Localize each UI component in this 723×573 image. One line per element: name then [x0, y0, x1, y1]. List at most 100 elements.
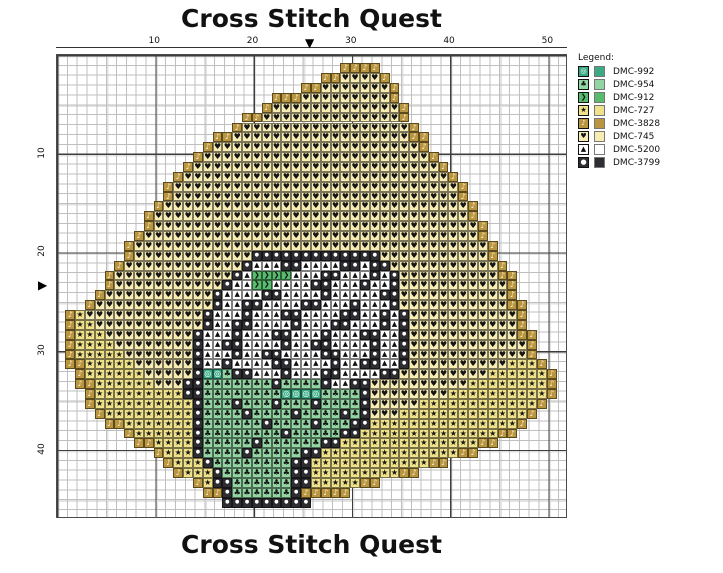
stitch-symbol: ♥: [489, 310, 497, 320]
stitch-cell-DMC-3799: ●: [232, 329, 243, 340]
stitch-cell-DMC-745: ♥: [163, 359, 174, 370]
stitch-symbol: ♥: [164, 250, 172, 260]
stitch-cell-DMC-3799: ●: [251, 497, 262, 508]
stitch-symbol: ♪: [323, 73, 329, 83]
stitch-cell-DMC-745: ♥: [310, 161, 321, 172]
stitch-cell-DMC-745: ♥: [202, 181, 213, 192]
stitch-cell-DMC-5200: ▲: [350, 319, 361, 330]
stitch-cell-DMC-727: ★: [487, 428, 498, 439]
stitch-symbol: ♥: [233, 171, 241, 181]
stitch-cell-DMC-745: ♥: [124, 300, 134, 311]
stitch-cell-DMC-745: ♥: [330, 161, 341, 172]
stitch-cell-DMC-745: ♥: [183, 290, 193, 301]
stitch-symbol: ★: [145, 408, 153, 418]
stitch-cell-DMC-745: ♥: [438, 201, 449, 212]
stitch-symbol: ●: [323, 350, 328, 357]
stitch-cell-DMC-745: ♥: [497, 329, 508, 340]
stitch-symbol: ♪: [519, 319, 525, 329]
stitch-cell-DMC-727: ★: [84, 359, 95, 370]
stitch-cell-DMC-954: ♣: [310, 428, 321, 439]
stitch-cell-DMC-3828: ♪: [65, 349, 76, 360]
stitch-cell-DMC-3799: ●: [360, 408, 370, 419]
stitch-cell-DMC-745: ♥: [192, 211, 203, 222]
stitch-symbol: ♥: [233, 211, 241, 221]
stitch-cell-DMC-727: ★: [173, 448, 184, 459]
stitch-symbol: ♪: [303, 487, 309, 497]
stitch-symbol: ★: [479, 408, 487, 418]
stitch-cell-DMC-727: ★: [438, 438, 449, 449]
stitch-symbol: ♥: [322, 92, 330, 102]
stitch-symbol: ★: [125, 389, 133, 399]
stitch-symbol: ♥: [459, 240, 467, 250]
stitch-cell-DMC-745: ♥: [458, 300, 469, 311]
stitch-cell-DMC-727: ★: [527, 389, 537, 399]
stitch-cell-DMC-727: ★: [448, 398, 459, 409]
stitch-symbol: ♥: [420, 221, 428, 231]
stitch-symbol: ★: [174, 458, 182, 468]
stitch-symbol: ♪: [401, 102, 407, 112]
stitch-symbol: ★: [145, 389, 153, 399]
stitch-symbol: ♥: [469, 329, 477, 339]
stitch-cell-DMC-3799: ●: [261, 290, 272, 301]
stitch-symbol: ★: [420, 418, 428, 428]
stitch-symbol: ▲: [322, 300, 329, 309]
stitch-cell-DMC-745: ♥: [399, 300, 410, 311]
stitch-cell-DMC-745: ♥: [438, 280, 449, 291]
stitch-cell-DMC-745: ♥: [153, 379, 164, 390]
stitch-symbol: ♥: [449, 290, 457, 300]
stitch-symbol: ★: [164, 438, 172, 448]
stitch-cell-DMC-745: ♥: [192, 270, 203, 281]
stitch-symbol: ♥: [331, 240, 340, 250]
stitch-cell-DMC-3828: ♪: [517, 319, 528, 330]
stitch-cell-DMC-745: ♥: [389, 191, 400, 202]
stitch-symbol: ★: [331, 448, 340, 458]
stitch-cell-DMC-3828: ♪: [320, 487, 331, 498]
stitch-symbol: ★: [400, 448, 408, 458]
stitch-cell-DMC-745: ♥: [261, 221, 272, 232]
stitch-symbol: ♥: [439, 211, 448, 221]
stitch-symbol: ♥: [390, 161, 398, 171]
stitch-symbol: ♥: [351, 83, 359, 93]
stitch-cell-DMC-745: ♥: [507, 339, 518, 350]
stitch-symbol: ♥: [194, 260, 202, 270]
stitch-symbol: ★: [115, 398, 123, 408]
stitch-cell-DMC-3828: ♪: [94, 290, 105, 301]
stitch-symbol: ♣: [282, 487, 290, 497]
stitch-cell-DMC-5200: ▲: [222, 310, 233, 320]
stitch-symbol: ♪: [382, 73, 388, 83]
stitch-cell-DMC-727: ★: [84, 319, 95, 330]
stitch-cell-DMC-745: ♥: [212, 231, 223, 241]
stitch-symbol: ♪: [67, 329, 73, 339]
stitch-cell-DMC-954: ♣: [232, 408, 243, 419]
stitch-cell-DMC-745: ♥: [360, 142, 370, 153]
stitch-cell-DMC-745: ♥: [310, 112, 321, 123]
stitch-symbol: ★: [105, 398, 114, 408]
stitch-symbol: ♣: [282, 458, 290, 468]
stitch-cell-DMC-727: ★: [448, 408, 459, 419]
stitch-cell-DMC-3799: ●: [320, 349, 331, 360]
stitch-symbol: ●: [303, 449, 309, 456]
stitch-symbol: ♥: [184, 369, 192, 379]
stitch-cell-DMC-727: ★: [350, 438, 361, 449]
stitch-cell-DMC-745: ♥: [369, 398, 380, 409]
stitch-cell-DMC-3799: ●: [379, 260, 390, 271]
stitch-symbol: ♥: [154, 300, 163, 310]
stitch-cell-DMC-745: ♥: [438, 349, 449, 360]
stitch-symbol: ♥: [223, 152, 231, 162]
stitch-cell-DMC-745: ♥: [369, 201, 380, 212]
stitch-symbol: ♣: [213, 418, 222, 428]
stitch-cell-DMC-5200: ▲: [222, 319, 233, 330]
stitch-cell-DMC-3799: ●: [320, 369, 331, 380]
stitch-cell-DMC-954: ♣: [251, 448, 262, 459]
stitch-cell-DMC-3828: ♪: [369, 477, 380, 488]
stitch-symbol: ♥: [302, 112, 310, 122]
stitch-symbol: ▲: [303, 319, 309, 328]
stitch-symbol: ●: [313, 301, 318, 308]
stitch-symbol: ♥: [164, 329, 172, 339]
stitch-cell-DMC-745: ♥: [340, 211, 351, 222]
stitch-symbol: ♥: [263, 142, 271, 152]
stitch-cell-DMC-3828: ♪: [409, 132, 419, 143]
stitch-cell-DMC-745: ♥: [458, 339, 469, 350]
stitch-symbol: ♥: [204, 191, 212, 201]
stitch-symbol: ▲: [342, 329, 348, 338]
